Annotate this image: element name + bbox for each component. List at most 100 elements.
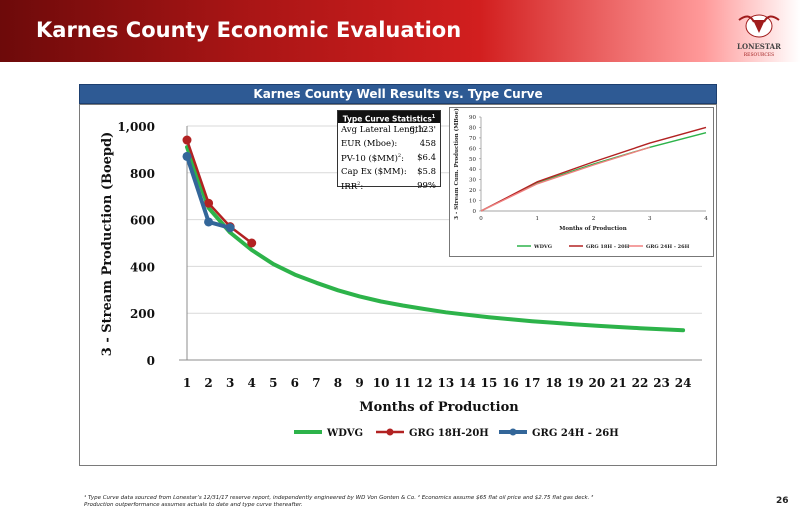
series-line: [185, 138, 253, 245]
x-tick-label: 20: [588, 376, 605, 390]
stats-label: PV-10 ($MM)2:: [341, 153, 404, 164]
y-tick-label: 1,000: [117, 120, 155, 134]
inset-cumulative-chart: 0 10 20 30 40 50 60 70 80 90 0 1 2 3 4 Months of Produc…: [453, 108, 708, 250]
y-tick-label: 200: [130, 307, 155, 321]
x-tick-label: 19: [567, 376, 584, 390]
x-tick-label: 4: [248, 376, 256, 390]
x-tick-label: 9: [355, 376, 363, 390]
x-tick-label: 18: [545, 376, 562, 390]
stats-label-sup: 2: [357, 181, 361, 187]
y-tick-label: 800: [130, 167, 155, 181]
x-tick-label: 15: [481, 376, 498, 390]
logo-text: LONESTAR: [737, 42, 781, 51]
inset-y-axis-label: 3 - Stream Cum. Production (MBoe): [453, 108, 460, 220]
inset-y-tick-label: 50: [469, 157, 476, 163]
legend-label: GRG 18H-20H: [409, 428, 489, 439]
stats-row: Cap Ex ($MM): $5.8: [338, 165, 440, 179]
inset-series-line: [480, 146, 651, 212]
data-point: [204, 198, 214, 208]
inset-y-tick-label: 80: [469, 125, 476, 131]
legend-marker: [509, 428, 517, 436]
stats-label: EUR (Mboe):: [341, 139, 398, 149]
stats-value: 99%: [417, 181, 436, 191]
stats-title-text: Type Curve Statistics: [342, 114, 432, 124]
data-point: [182, 151, 192, 161]
legend-label: GRG 24H - 26H: [532, 428, 619, 439]
header-banner: Karnes County Economic Evaluation LONEST…: [0, 0, 800, 62]
data-point: [225, 223, 235, 233]
inset-y-tick-label: 40: [469, 167, 476, 173]
legend-label: WDVG: [326, 428, 363, 439]
x-tick-label: 11: [394, 376, 411, 390]
inset-x-axis-label: Months of Production: [559, 226, 626, 232]
stats-row: EUR (Mboe): 458: [338, 137, 440, 151]
stats-title-sup: 1: [431, 114, 436, 120]
stats-value: 458: [419, 139, 436, 149]
stats-label-sup: 2: [397, 153, 402, 159]
x-tick-label: 23: [653, 376, 670, 390]
chart-title-bar: Karnes County Well Results vs. Type Curv…: [79, 84, 717, 104]
inset-y-tick-label: 90: [469, 115, 476, 121]
x-tick-label: 21: [610, 376, 627, 390]
stats-label: IRR2:: [341, 181, 363, 192]
inset-y-tick-label: 30: [469, 178, 476, 184]
inset-y-tick-label: 10: [469, 199, 476, 205]
stats-row: Avg Lateral Length: 6,123': [338, 123, 440, 137]
y-axis-label: 3 - Stream Production (Boepd): [100, 132, 115, 356]
x-tick-label: 24: [675, 376, 692, 390]
page-number: 26: [776, 496, 789, 506]
inset-legend-label: GRG 24H - 26H: [646, 244, 690, 250]
x-tick-label: 12: [416, 376, 433, 390]
x-tick-label: 8: [334, 376, 342, 390]
footnote: ¹ Type Curve data sourced from Lonestar’…: [84, 495, 594, 508]
stats-row: PV-10 ($MM)2: $6.4: [338, 151, 440, 165]
page-title: Karnes County Economic Evaluation: [36, 18, 462, 42]
inset-y-tick-label: 20: [469, 188, 476, 194]
x-tick-label: 10: [373, 376, 390, 390]
inset-y-tick-label: 70: [469, 136, 476, 142]
stats-value: $6.4: [417, 153, 436, 163]
x-tick-label: 2: [204, 376, 212, 390]
stats-label: Avg Lateral Length:: [341, 125, 427, 135]
inset-legend-label: WDVG: [533, 244, 552, 250]
x-tick-label: 1: [183, 376, 191, 390]
data-point: [204, 217, 214, 227]
stats-label-text: PV-10 ($MM): [341, 153, 398, 164]
y-tick-label: 600: [130, 214, 155, 228]
x-axis-label: Months of Production: [359, 400, 519, 415]
inset-x-tick-label: 3: [648, 216, 652, 222]
series-line: [185, 145, 686, 333]
x-tick-label: 6: [291, 376, 299, 390]
inset-x-tick-label: 4: [704, 216, 708, 222]
lonestar-logo: LONESTAR RESOURCES: [737, 14, 781, 58]
inset-legend-label: GRG 18H - 20H: [586, 244, 630, 250]
stats-value: 6,123': [409, 125, 436, 135]
x-tick-label: 16: [502, 376, 519, 390]
stats-label-end: :: [360, 181, 364, 192]
inset-x-tick-label: 2: [592, 216, 596, 222]
stats-label: Cap Ex ($MM):: [341, 167, 407, 177]
inset-x-tick-label: 1: [536, 216, 540, 222]
x-tick-label: 13: [437, 376, 454, 390]
x-tick-label: 22: [632, 376, 649, 390]
inset-series-line: [480, 126, 707, 212]
x-tick-label: 3: [226, 376, 234, 390]
x-tick-label: 17: [524, 376, 541, 390]
inset-series-line: [480, 132, 707, 212]
stats-title: Type Curve Statistics1: [338, 111, 440, 124]
inset-y-tick-label: 60: [469, 146, 476, 152]
y-tick-label: 400: [130, 260, 155, 274]
stats-value: $5.8: [417, 167, 436, 177]
stats-label-end: :: [401, 153, 404, 164]
logo-subtext: RESOURCES: [744, 52, 774, 58]
inset-x-tick-label: 0: [479, 216, 483, 222]
data-point: [247, 238, 257, 248]
inset-chart-frame: [449, 107, 714, 257]
stats-row: IRR2: 99%: [338, 179, 440, 193]
x-tick-label: 7: [312, 376, 320, 390]
data-point: [182, 135, 192, 145]
type-curve-stats-table: Type Curve Statistics1 Avg Lateral Lengt…: [337, 110, 441, 192]
x-tick-label: 14: [459, 376, 476, 390]
stats-label-text: IRR: [341, 181, 358, 192]
x-tick-label: 5: [269, 376, 277, 390]
